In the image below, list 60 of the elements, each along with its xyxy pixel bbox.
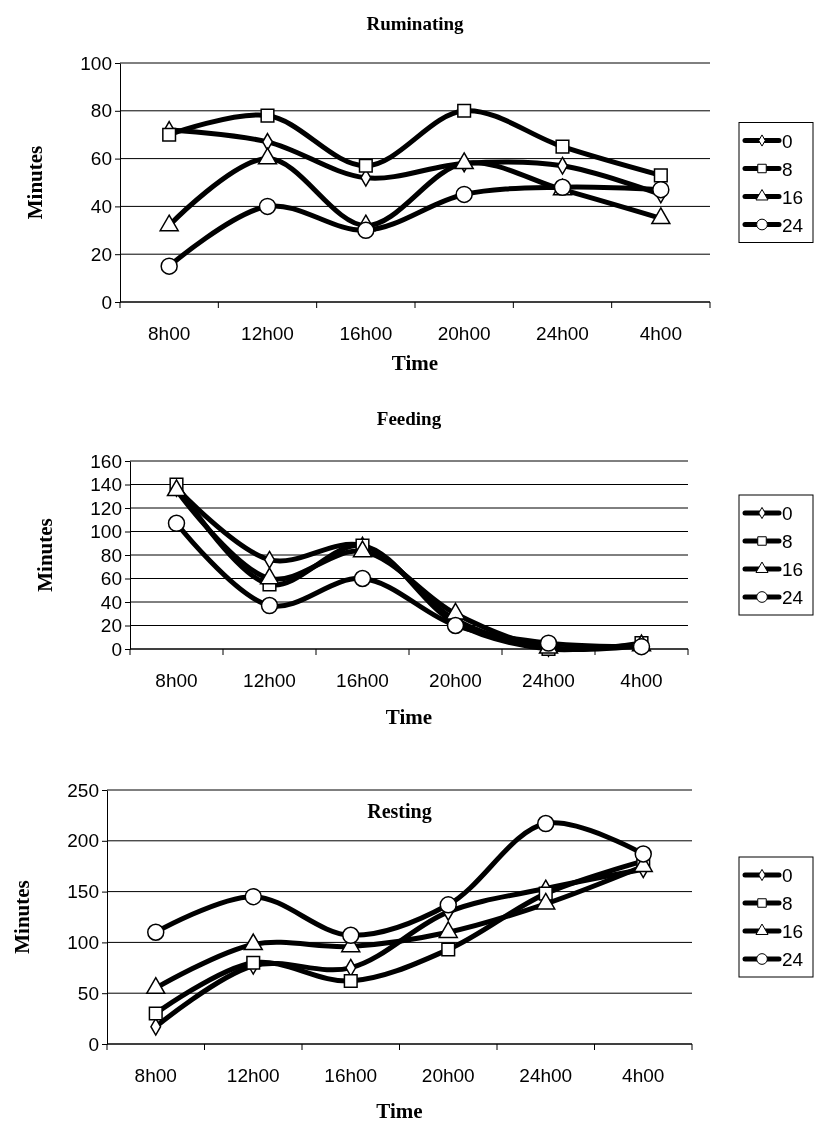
x-tick-label: 4h00 [639, 323, 682, 344]
x-tick-label: 8h00 [148, 323, 191, 344]
x-tick-label: 12h00 [226, 1065, 280, 1086]
y-tick-label: 40 [100, 591, 122, 613]
y-tick-label: 80 [100, 544, 122, 566]
x-tick-label: 12h00 [241, 323, 294, 344]
x-tick-label: 16h00 [339, 323, 393, 344]
legend-label: 0 [782, 503, 793, 524]
text: Resting [367, 800, 432, 823]
x-tick-label: 24h00 [536, 323, 589, 344]
legend-label: 8 [782, 158, 793, 180]
y-tick-label: 160 [90, 450, 122, 472]
legend-label: 0 [782, 130, 793, 152]
legend-label: 24 [782, 587, 804, 608]
x-tick-label: 16h00 [336, 670, 389, 691]
y-tick-label: 100 [80, 52, 112, 74]
y-tick-label: 100 [67, 931, 99, 953]
y-tick-label: 50 [77, 982, 99, 1004]
y-axis-title: Minutes [33, 518, 57, 592]
y-tick-label: 40 [90, 195, 112, 217]
y-tick-label: 140 [90, 474, 122, 496]
legend-label: 16 [782, 921, 804, 942]
y-tick-label: 100 [90, 521, 122, 543]
legend-label: 16 [782, 186, 804, 208]
y-tick-label: 20 [90, 243, 112, 265]
y-tick-label: 200 [67, 830, 99, 852]
y-tick-label: 150 [67, 881, 99, 903]
y-tick-label: 60 [90, 148, 112, 170]
y-tick-label: 20 [100, 615, 122, 637]
x-tick-label: 20h00 [421, 1065, 475, 1086]
y-tick-label: 120 [90, 497, 122, 519]
x-tick-label: 20h00 [429, 670, 482, 691]
x-axis-title: Time [385, 705, 433, 729]
y-axis-title: Minutes [10, 880, 34, 954]
x-tick-label: 20h00 [437, 323, 491, 344]
legend-label: 8 [782, 531, 793, 552]
legend-label: 24 [782, 949, 804, 970]
legend-label: 0 [782, 865, 793, 886]
legend-label: 16 [782, 559, 804, 580]
y-tick-label: 250 [67, 779, 99, 801]
x-tick-label: 24h00 [522, 670, 575, 691]
y-tick-label: 80 [90, 100, 112, 122]
x-tick-label: 8h00 [134, 1065, 177, 1086]
legend-label: 8 [782, 893, 793, 914]
y-tick-label: 60 [100, 568, 122, 590]
y-axis-title: Minutes [23, 145, 47, 220]
x-tick-label: 4h00 [620, 670, 663, 691]
x-axis-title: Time [391, 351, 439, 375]
x-tick-label: 16h00 [324, 1065, 378, 1086]
legend-label: 24 [782, 214, 804, 236]
x-axis-title: Time [376, 1099, 423, 1123]
x-tick-label: 8h00 [155, 670, 198, 691]
x-tick-label: 24h00 [519, 1065, 573, 1086]
y-tick-label: 0 [111, 638, 122, 660]
x-tick-label: 4h00 [622, 1065, 665, 1086]
y-tick-label: 0 [88, 1033, 99, 1055]
chart-title: Feeding [376, 408, 442, 429]
chart-title: Ruminating [366, 13, 465, 34]
x-tick-label: 12h00 [243, 670, 296, 691]
y-tick-label: 0 [101, 291, 112, 313]
